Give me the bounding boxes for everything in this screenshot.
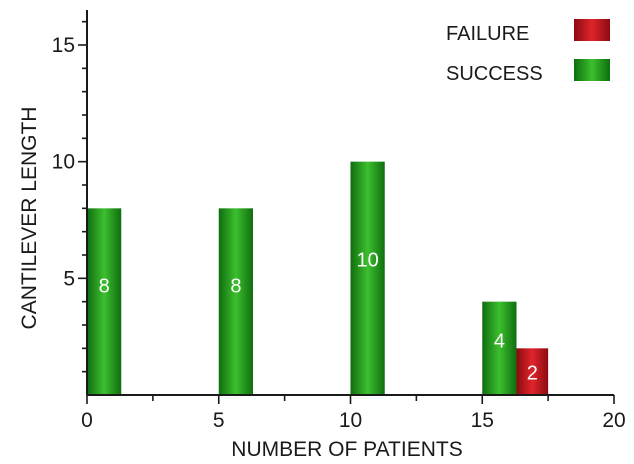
legend-label-success: SUCCESS xyxy=(446,63,543,85)
failure-bar-1 xyxy=(516,348,549,395)
success-bar-label-1: 8 xyxy=(99,275,110,297)
x-tick-label-15: 15 xyxy=(471,409,494,432)
y-tick-label-5: 5 xyxy=(63,267,75,290)
axes: 0 5 10 15 20 5 10 15 xyxy=(52,10,626,432)
success-bar-label-3: 10 xyxy=(357,250,379,272)
x-tick-label-5: 5 xyxy=(213,409,225,432)
success-bar-label-2: 8 xyxy=(230,275,241,297)
legend-swatch-failure xyxy=(574,19,610,41)
y-tick-label-15: 15 xyxy=(52,34,75,57)
legend-label-failure: FAILURE xyxy=(446,23,529,45)
success-bar-3 xyxy=(350,161,385,395)
success-bar-2 xyxy=(218,208,254,395)
y-axis-title: CANTILEVER LENGTH xyxy=(18,107,41,330)
success-bar-4 xyxy=(482,301,517,395)
failure-bar-label-1: 2 xyxy=(527,363,538,385)
success-bar-1 xyxy=(87,208,122,395)
plot-area: 8 8 10 42 xyxy=(87,161,549,395)
legend: FAILURE SUCCESS xyxy=(446,19,610,85)
y-tick-label-10: 10 xyxy=(52,151,75,174)
success-bar-label-4: 4 xyxy=(494,331,505,353)
x-tick-label-0: 0 xyxy=(81,409,93,432)
x-tick-label-20: 20 xyxy=(602,409,625,432)
legend-swatch-success xyxy=(574,59,610,81)
x-tick-label-10: 10 xyxy=(339,409,362,432)
x-axis-title: NUMBER OF PATIENTS xyxy=(231,438,462,461)
